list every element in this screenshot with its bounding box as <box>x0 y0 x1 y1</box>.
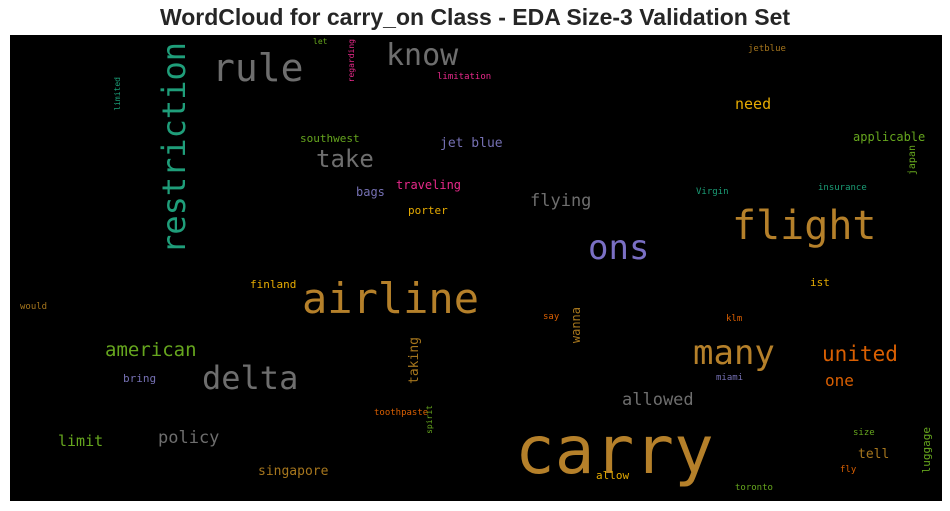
word-singapore: singapore <box>258 464 329 479</box>
word-policy: policy <box>158 428 220 448</box>
word-insurance: insurance <box>818 183 867 193</box>
word-ist: ist <box>810 276 830 289</box>
word-luggage: luggage <box>920 427 933 474</box>
word-rule: rule <box>212 46 304 90</box>
word-toothpaste: toothpaste <box>374 408 429 418</box>
word-limit: limit <box>58 432 104 450</box>
word-flying: flying <box>530 191 592 211</box>
word-taking: taking <box>407 337 422 384</box>
word-porter: porter <box>408 204 448 217</box>
word-toronto: toronto <box>735 483 773 493</box>
word-say: say <box>543 312 560 322</box>
word-jet-blue: jet blue <box>440 136 503 151</box>
word-applicable: applicable <box>853 130 926 144</box>
word-tell: tell <box>858 447 890 462</box>
word-would: would <box>20 302 48 312</box>
word-cloud: carry airline flight restriction rule ons many… <box>10 35 942 501</box>
word-let: let <box>313 37 328 46</box>
word-fly: fly <box>840 465 857 475</box>
word-bring: bring <box>123 372 157 385</box>
word-traveling: traveling <box>396 178 462 192</box>
word-miami: miami <box>716 373 744 383</box>
word-virgin: Virgin <box>696 187 729 197</box>
word-restriction: restriction <box>155 42 193 254</box>
word-finland: finland <box>250 278 297 291</box>
word-airline: airline <box>302 274 480 323</box>
word-many: many <box>693 333 775 373</box>
word-know: know <box>386 38 459 73</box>
word-united: united <box>822 342 898 366</box>
chart-title: WordCloud for carry_on Class - EDA Size-… <box>159 4 791 30</box>
word-one: one <box>825 371 854 390</box>
word-size: size <box>853 428 875 438</box>
word-flight: flight <box>732 203 877 249</box>
word-allow: allow <box>596 469 630 482</box>
word-jetblue: jetblue <box>748 44 786 54</box>
word-allowed: allowed <box>622 390 694 410</box>
word-spirit: spirit <box>425 405 434 434</box>
word-wanna: wanna <box>569 307 583 344</box>
word-need: need <box>735 95 772 113</box>
word-delta: delta <box>202 359 299 397</box>
word-carry: carry <box>515 412 714 489</box>
word-bags: bags <box>356 185 385 199</box>
word-klm: klm <box>726 314 743 324</box>
word-limited: limited <box>113 77 122 111</box>
word-american: american <box>105 339 197 361</box>
word-japan: japan <box>907 145 918 176</box>
word-take: take <box>316 145 374 173</box>
word-limitation: limitation <box>437 72 492 82</box>
word-ons: ons <box>588 228 650 268</box>
word-southwest: southwest <box>300 132 360 145</box>
word-regarding: regarding <box>347 39 356 83</box>
